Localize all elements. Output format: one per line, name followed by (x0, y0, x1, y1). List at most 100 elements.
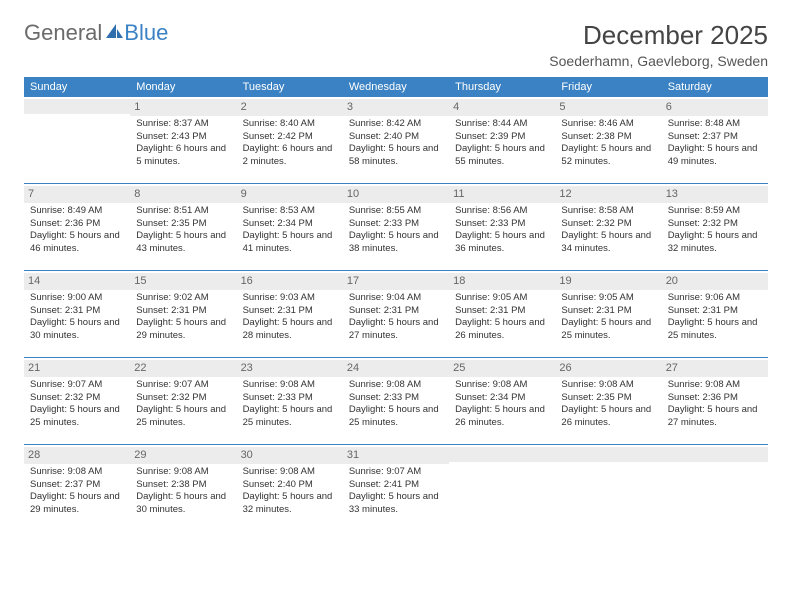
calendar-table: Sunday Monday Tuesday Wednesday Thursday… (24, 77, 768, 531)
sunset-text: Sunset: 2:43 PM (136, 131, 230, 144)
calendar-day-cell: 14 Sunrise: 9:00 AMSunset: 2:31 PMDayligh… (24, 271, 130, 358)
day-header: Friday (555, 77, 661, 97)
daylight-text: Daylight: 5 hours and 25 minutes. (561, 317, 655, 343)
sunset-text: Sunset: 2:33 PM (349, 218, 443, 231)
day-number: 14 (24, 273, 130, 290)
calendar-day-cell (662, 445, 768, 532)
calendar-week-row: 1Sunrise: 8:37 AMSunset: 2:43 PMDaylight… (24, 97, 768, 184)
calendar-week-row: 14Sunrise: 9:00 AMSunset: 2:31 PMDayligh… (24, 271, 768, 358)
page-title: December 2025 (549, 20, 768, 51)
location-text: Soederhamn, Gaevleborg, Sweden (549, 53, 768, 69)
sunrise-text: Sunrise: 9:07 AM (349, 466, 443, 479)
daylight-text: Daylight: 5 hours and 26 minutes. (561, 404, 655, 430)
calendar-day-cell: 2Sunrise: 8:40 AMSunset: 2:42 PMDaylight… (237, 97, 343, 184)
day-number (449, 447, 555, 462)
day-details: Sunrise: 8:42 AMSunset: 2:40 PMDaylight:… (347, 118, 445, 169)
daylight-text: Daylight: 5 hours and 46 minutes. (30, 230, 124, 256)
calendar-day-cell: 19Sunrise: 9:05 AMSunset: 2:31 PMDayligh… (555, 271, 661, 358)
calendar-day-cell: 20Sunrise: 9:06 AMSunset: 2:31 PMDayligh… (662, 271, 768, 358)
sunrise-text: Sunrise: 9:08 AM (136, 466, 230, 479)
calendar-day-cell: 30Sunrise: 9:08 AMSunset: 2:40 PMDayligh… (237, 445, 343, 532)
sunset-text: Sunset: 2:32 PM (668, 218, 762, 231)
sunset-text: Sunset: 2:36 PM (30, 218, 124, 231)
sunset-text: Sunset: 2:32 PM (136, 392, 230, 405)
daylight-text: Daylight: 5 hours and 36 minutes. (455, 230, 549, 256)
sunset-text: Sunset: 2:38 PM (561, 131, 655, 144)
sunset-text: Sunset: 2:41 PM (349, 479, 443, 492)
daylight-text: Daylight: 5 hours and 25 minutes. (243, 404, 337, 430)
day-details: Sunrise: 8:53 AMSunset: 2:34 PMDaylight:… (241, 205, 339, 256)
day-details: Sunrise: 9:08 AMSunset: 2:34 PMDaylight:… (453, 379, 551, 430)
sunrise-text: Sunrise: 9:08 AM (243, 379, 337, 392)
daylight-text: Daylight: 5 hours and 26 minutes. (455, 317, 549, 343)
calendar-day-cell: 5Sunrise: 8:46 AMSunset: 2:38 PMDaylight… (555, 97, 661, 184)
calendar-day-cell: 24 Sunrise: 9:08 AMSunset: 2:33 PMDayligh… (343, 358, 449, 445)
brand-word1: General (24, 20, 102, 46)
daylight-text: Daylight: 5 hours and 33 minutes. (349, 491, 443, 517)
sunrise-text: Sunrise: 9:08 AM (30, 466, 124, 479)
sunrise-text: Sunrise: 9:05 AM (455, 292, 549, 305)
sunset-text: Sunset: 2:32 PM (561, 218, 655, 231)
calendar-week-row: 21 Sunrise: 9:07 AMSunset: 2:32 PM Dayligh… (24, 358, 768, 445)
daylight-text: Daylight: 5 hours and 25 minutes. (349, 404, 443, 430)
sunset-text: Sunset: 2:40 PM (243, 479, 337, 492)
daylight-text: Daylight: 5 hours and 49 minutes. (668, 143, 762, 169)
calendar-day-cell (24, 97, 130, 184)
day-number: 8 (130, 186, 236, 203)
day-header: Tuesday (237, 77, 343, 97)
sunrise-text: Sunrise: 9:08 AM (668, 379, 762, 392)
sunrise-text: Sunrise: 9:06 AM (668, 292, 762, 305)
sunset-text: Sunset: 2:31 PM (136, 305, 230, 318)
sunrise-text: Sunrise: 9:07 AM (136, 379, 230, 392)
sunset-text: Sunset: 2:34 PM (455, 392, 549, 405)
brand-word2: Blue (124, 20, 168, 46)
day-number: 16 (237, 273, 343, 290)
calendar-day-cell: 7Sunrise: 8:49 AMSunset: 2:36 PMDaylight… (24, 184, 130, 271)
sunrise-text: Sunrise: 9:00 AM (30, 292, 124, 305)
day-header: Thursday (449, 77, 555, 97)
daylight-text: Daylight: 5 hours and 26 minutes. (455, 404, 549, 430)
sunrise-text: Sunrise: 9:08 AM (561, 379, 655, 392)
day-number (24, 99, 130, 114)
day-number: 23 (237, 360, 343, 377)
daylight-text: Daylight: 5 hours and 29 minutes. (136, 317, 230, 343)
day-number: 15 (130, 273, 236, 290)
sunrise-text: Sunrise: 9:05 AM (561, 292, 655, 305)
daylight-text: Daylight: 5 hours and 34 minutes. (561, 230, 655, 256)
day-number: 25 (449, 360, 555, 377)
day-details: Sunrise: 9:05 AMSunset: 2:31 PMDaylight:… (559, 292, 657, 343)
day-number: 31 (343, 447, 449, 464)
day-header: Wednesday (343, 77, 449, 97)
calendar-day-cell: 17Sunrise: 9:04 AMSunset: 2:31 PMDayligh… (343, 271, 449, 358)
day-details: Sunrise: 8:44 AMSunset: 2:39 PMDaylight:… (453, 118, 551, 169)
day-details: Sunrise: 9:08 AMSunset: 2:40 PMDaylight:… (241, 466, 339, 517)
day-header: Monday (130, 77, 236, 97)
day-number: 24 (343, 360, 449, 377)
day-header-row: Sunday Monday Tuesday Wednesday Thursday… (24, 77, 768, 97)
day-details: Sunrise: 8:58 AMSunset: 2:32 PMDaylight:… (559, 205, 657, 256)
sunset-text: Sunset: 2:42 PM (243, 131, 337, 144)
day-number: 27 (662, 360, 768, 377)
calendar-week-row: 7Sunrise: 8:49 AMSunset: 2:36 PMDaylight… (24, 184, 768, 271)
calendar-day-cell: 26Sunrise: 9:08 AMSunset: 2:35 PMDayligh… (555, 358, 661, 445)
day-number: 21 (24, 360, 130, 377)
day-details: Sunrise: 9:00 AMSunset: 2:31 PMDaylight:… (28, 292, 126, 343)
calendar-day-cell: 31 Sunrise: 9:07 AMSunset: 2:41 PMDayligh… (343, 445, 449, 532)
daylight-text: Daylight: 5 hours and 52 minutes. (561, 143, 655, 169)
sunrise-text: Sunrise: 8:55 AM (349, 205, 443, 218)
sunset-text: Sunset: 2:33 PM (243, 392, 337, 405)
sunset-text: Sunset: 2:37 PM (30, 479, 124, 492)
calendar-day-cell: 22Sunrise: 9:07 AMSunset: 2:32 PMDayligh… (130, 358, 236, 445)
daylight-text: Daylight: 5 hours and 32 minutes. (243, 491, 337, 517)
day-details: Sunrise: 8:59 AMSunset: 2:32 PMDaylight:… (666, 205, 764, 256)
sunrise-text: Sunrise: 8:42 AM (349, 118, 443, 131)
calendar-day-cell: 23 Sunrise: 9:08 AMSunset: 2:33 PMDayligh… (237, 358, 343, 445)
sunset-text: Sunset: 2:31 PM (668, 305, 762, 318)
sunset-text: Sunset: 2:37 PM (668, 131, 762, 144)
sunrise-text: Sunrise: 8:56 AM (455, 205, 549, 218)
sunset-text: Sunset: 2:35 PM (136, 218, 230, 231)
sunset-text: Sunset: 2:33 PM (349, 392, 443, 405)
sunrise-text: Sunrise: 9:08 AM (349, 379, 443, 392)
day-details: Sunrise: 9:07 AMSunset: 2:41 PMDaylight:… (347, 466, 445, 517)
sunrise-text: Sunrise: 8:58 AM (561, 205, 655, 218)
